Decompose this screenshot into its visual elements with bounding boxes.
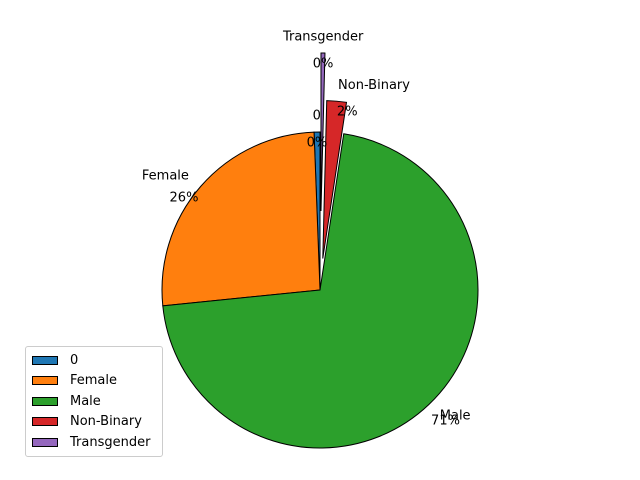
category-label: 0 [313, 109, 321, 124]
category-label: Non-Binary [338, 78, 410, 93]
percent-label: 2% [337, 104, 358, 119]
legend-label: Female [70, 373, 118, 389]
percent-label: 0% [307, 135, 328, 150]
legend-swatch [32, 355, 58, 365]
category-label: Female [142, 168, 189, 183]
legend-item: Transgender [26, 432, 162, 453]
legend-swatch [32, 396, 58, 406]
legend-label: Transgender [70, 434, 151, 450]
pie-slice-non-binary [322, 100, 348, 259]
legend-item: 0 [26, 350, 162, 371]
pie-slices [161, 52, 479, 449]
pie-slice-male [162, 133, 479, 449]
legend-swatch [32, 437, 58, 447]
percent-label: 71% [431, 413, 460, 428]
legend-swatch [32, 376, 58, 386]
category-label: Male [440, 408, 471, 423]
legend-item: Non-Binary [26, 412, 162, 433]
legend-label: Non-Binary [70, 414, 142, 430]
percent-label: 0% [313, 56, 334, 71]
legend-swatch [32, 417, 58, 427]
legend: 0 Female Male Non-Binary Transgender [25, 346, 163, 457]
legend-label: Male [70, 393, 101, 409]
category-label: Transgender [282, 30, 364, 45]
pie-slice-transgender [320, 52, 326, 212]
percent-label: 26% [170, 191, 199, 206]
pie-slice-female [161, 131, 321, 307]
legend-item: Male [26, 391, 162, 412]
legend-label: 0 [70, 352, 79, 368]
legend-item: Female [26, 371, 162, 392]
